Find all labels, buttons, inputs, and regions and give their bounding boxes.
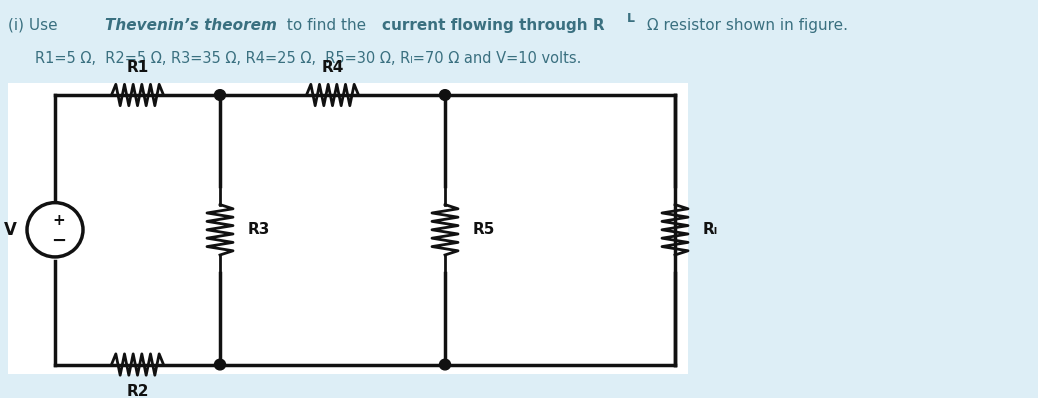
Text: Thevenin’s theorem: Thevenin’s theorem: [105, 18, 277, 33]
Text: Rₗ: Rₗ: [703, 222, 718, 237]
Text: +: +: [53, 213, 65, 228]
Text: −: −: [52, 232, 66, 250]
Circle shape: [439, 359, 450, 370]
Circle shape: [439, 90, 450, 100]
Text: R1: R1: [127, 60, 148, 75]
Text: (i) Use: (i) Use: [8, 18, 62, 33]
Text: R3: R3: [248, 222, 270, 237]
Text: Ω resistor shown in figure.: Ω resistor shown in figure.: [641, 18, 848, 33]
Text: current flowing through R: current flowing through R: [382, 18, 604, 33]
Text: V: V: [3, 221, 17, 239]
Circle shape: [215, 90, 225, 100]
Circle shape: [215, 359, 225, 370]
FancyBboxPatch shape: [8, 84, 688, 374]
Text: L: L: [627, 12, 635, 25]
Text: R2: R2: [127, 384, 148, 398]
Text: R1=5 Ω,  R2=5 Ω, R3=35 Ω, R4=25 Ω,  R5=30 Ω, Rₗ=70 Ω and V=10 volts.: R1=5 Ω, R2=5 Ω, R3=35 Ω, R4=25 Ω, R5=30 …: [35, 51, 581, 66]
Text: R5: R5: [473, 222, 495, 237]
Text: to find the: to find the: [282, 18, 371, 33]
Text: R4: R4: [322, 60, 344, 75]
